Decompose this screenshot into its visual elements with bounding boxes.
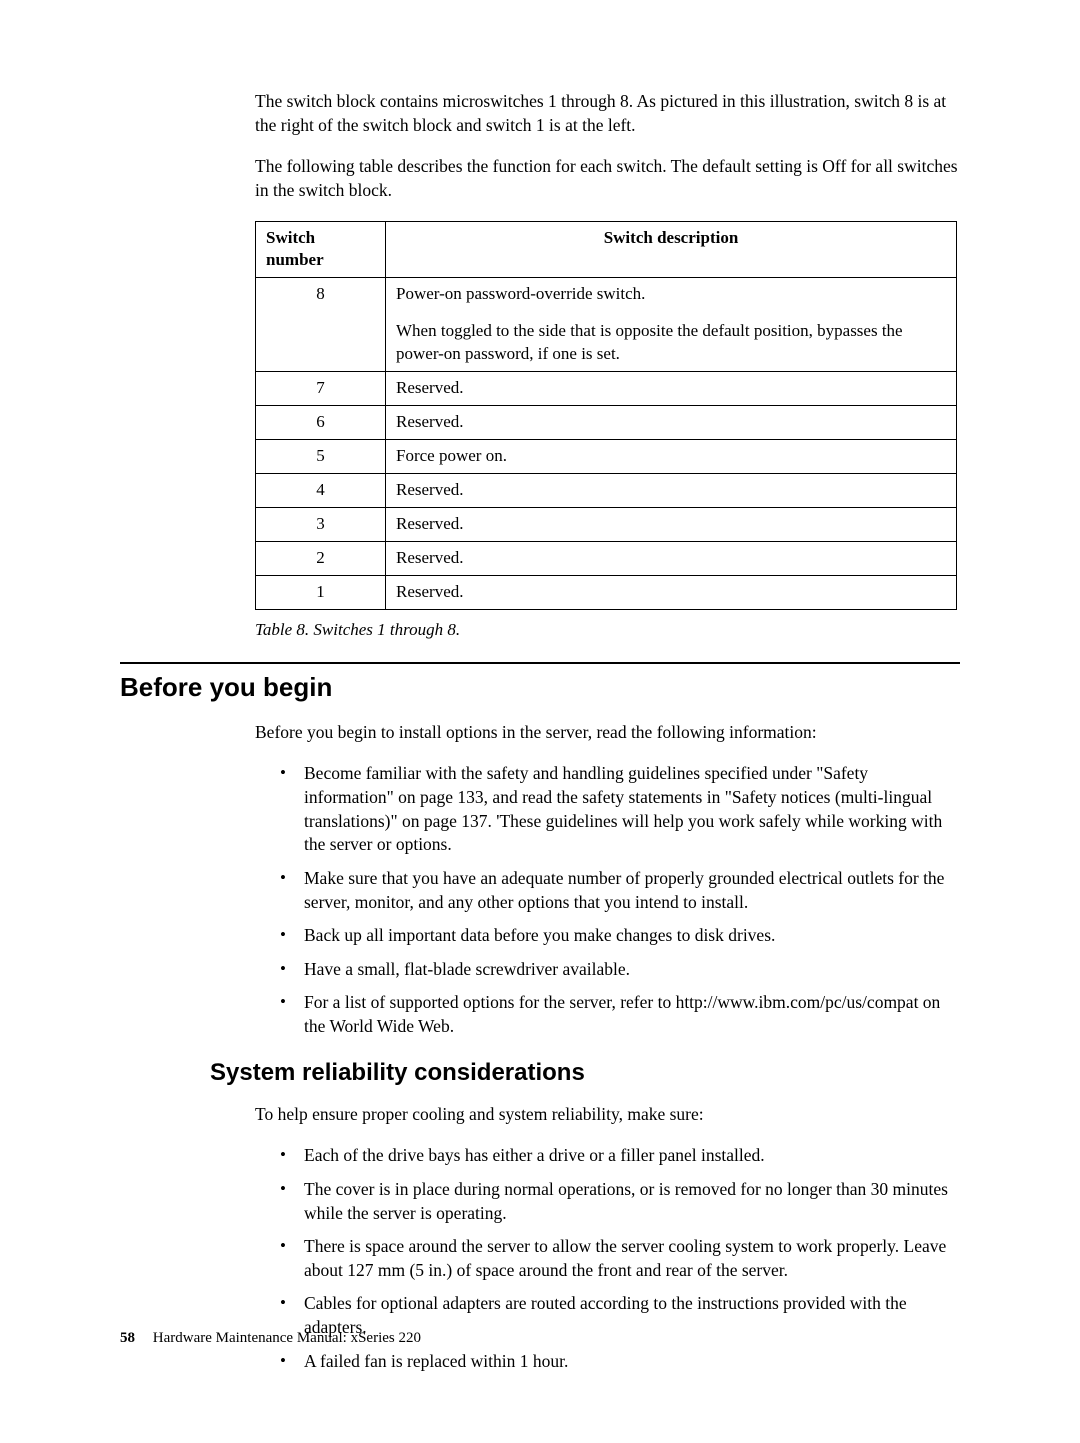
cell-switch-number: 6 (256, 406, 386, 440)
row8-desc-line2: When toggled to the side that is opposit… (396, 320, 946, 366)
cell-switch-description: Reserved. (386, 372, 957, 406)
list-item: For a list of supported options for the … (280, 991, 960, 1038)
table-row: 8 Power-on password-override switch. Whe… (256, 278, 957, 372)
table-row: 3 Reserved. (256, 507, 957, 541)
table-row: 7 Reserved. (256, 372, 957, 406)
list-item: Each of the drive bays has either a driv… (280, 1144, 960, 1168)
cell-switch-number: 5 (256, 440, 386, 474)
cell-switch-number: 8 (256, 278, 386, 372)
table-row: 2 Reserved. (256, 541, 957, 575)
heading-before-you-begin: Before you begin (120, 672, 960, 703)
cell-switch-description: Reserved. (386, 541, 957, 575)
cell-switch-number: 4 (256, 474, 386, 508)
cell-switch-description: Reserved. (386, 575, 957, 609)
column-header-switch-description: Switch description (386, 221, 957, 278)
cell-switch-number: 2 (256, 541, 386, 575)
list-item: The cover is in place during normal oper… (280, 1178, 960, 1225)
intro-paragraph-1: The switch block contains microswitches … (255, 90, 960, 137)
switch-table: Switch number Switch description 8 Power… (255, 221, 957, 610)
document-page: The switch block contains microswitches … (0, 0, 1080, 1443)
cell-switch-number: 7 (256, 372, 386, 406)
cell-switch-description: Reserved. (386, 474, 957, 508)
footer-doc-title: Hardware Maintenance Manual: xSeries 220 (153, 1330, 421, 1346)
cell-switch-description: Power-on password-override switch. When … (386, 278, 957, 372)
cell-switch-number: 1 (256, 575, 386, 609)
table-caption: Table 8. Switches 1 through 8. (255, 620, 960, 640)
page-number: 58 (120, 1330, 135, 1346)
table-header-row: Switch number Switch description (256, 221, 957, 278)
section-divider (120, 662, 960, 664)
row8-desc-line1: Power-on password-override switch. (396, 283, 946, 306)
table-row: 6 Reserved. (256, 406, 957, 440)
intro-paragraph-2: The following table describes the functi… (255, 155, 960, 202)
list-item: Have a small, flat-blade screwdriver ava… (280, 958, 960, 982)
before-you-begin-list: Become familiar with the safety and hand… (280, 762, 960, 1038)
page-footer: 58 Hardware Maintenance Manual: xSeries … (120, 1330, 421, 1347)
system-reliability-intro: To help ensure proper cooling and system… (255, 1103, 960, 1127)
list-item: Become familiar with the safety and hand… (280, 762, 960, 857)
cell-switch-description: Force power on. (386, 440, 957, 474)
list-item: Back up all important data before you ma… (280, 924, 960, 948)
cell-switch-description: Reserved. (386, 406, 957, 440)
heading-system-reliability: System reliability considerations (210, 1059, 960, 1087)
cell-switch-number: 3 (256, 507, 386, 541)
before-you-begin-intro: Before you begin to install options in t… (255, 721, 960, 745)
list-item: A failed fan is replaced within 1 hour. (280, 1350, 960, 1374)
table-row: 5 Force power on. (256, 440, 957, 474)
table-row: 1 Reserved. (256, 575, 957, 609)
list-item: Make sure that you have an adequate numb… (280, 867, 960, 914)
table-row: 4 Reserved. (256, 474, 957, 508)
list-item: There is space around the server to allo… (280, 1235, 960, 1282)
column-header-switch-number: Switch number (256, 221, 386, 278)
cell-switch-description: Reserved. (386, 507, 957, 541)
